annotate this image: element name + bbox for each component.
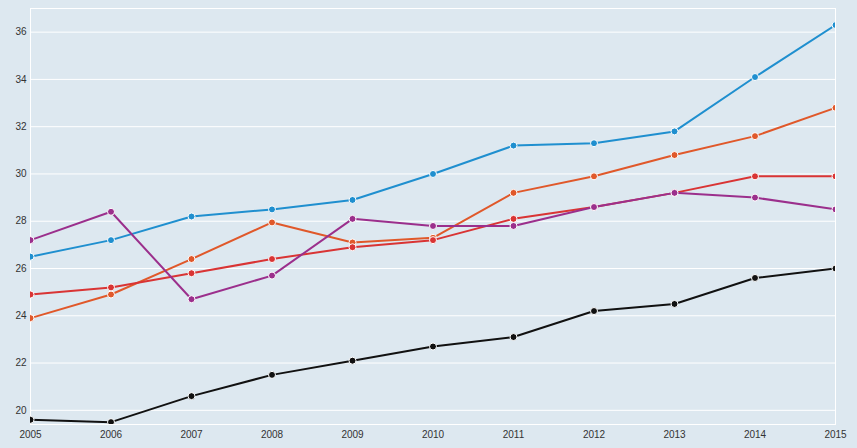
svg-text:2012: 2012 [583, 429, 606, 440]
svg-text:2010: 2010 [422, 429, 445, 440]
svg-text:22: 22 [15, 357, 27, 368]
svg-text:2006: 2006 [100, 429, 123, 440]
svg-text:28: 28 [15, 215, 27, 226]
svg-text:36: 36 [15, 26, 27, 37]
svg-text:26: 26 [15, 263, 27, 274]
svg-text:30: 30 [15, 168, 27, 179]
svg-text:2008: 2008 [261, 429, 284, 440]
svg-text:2005: 2005 [19, 429, 42, 440]
svg-text:2014: 2014 [744, 429, 767, 440]
svg-text:2007: 2007 [180, 429, 203, 440]
svg-text:20: 20 [15, 405, 27, 416]
svg-text:2009: 2009 [341, 429, 364, 440]
svg-text:32: 32 [15, 121, 27, 132]
svg-text:2015: 2015 [824, 429, 847, 440]
svg-text:2011: 2011 [503, 429, 525, 440]
svg-text:34: 34 [15, 74, 27, 85]
svg-text:2013: 2013 [663, 429, 686, 440]
svg-text:24: 24 [15, 310, 27, 321]
